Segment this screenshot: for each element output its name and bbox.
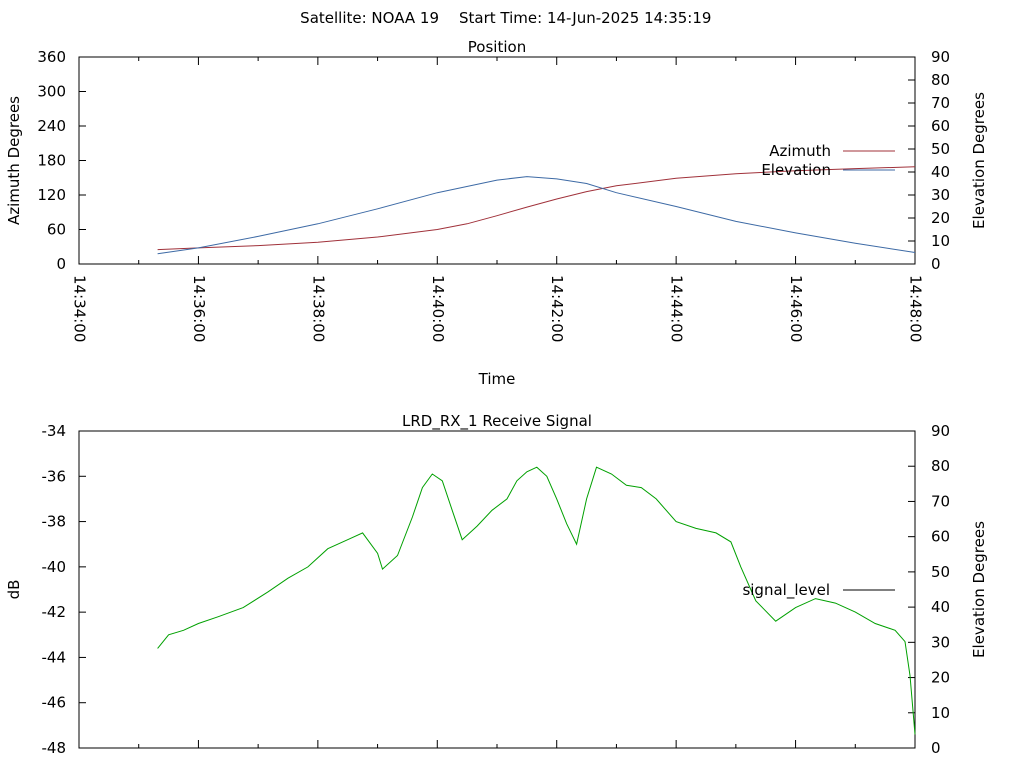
series-line-0	[157, 166, 916, 251]
series-line-1	[157, 176, 916, 255]
y-tick-label: -34	[42, 422, 67, 440]
x-tick-label: 14:48:00	[907, 275, 925, 342]
legend-label: Azimuth	[769, 142, 831, 160]
y-axis-label: Azimuth Degrees	[5, 96, 23, 225]
position-chart: Position 0 60 120 180 240 300 360 0 10 20 30 40 50 60 7…	[5, 38, 988, 388]
legend-label: Elevation	[761, 161, 831, 179]
y2-tick-label: 80	[931, 457, 950, 475]
y-tick-label: -48	[42, 739, 67, 757]
y2-tick-label: 70	[931, 94, 950, 112]
y2-tick-label: 50	[931, 140, 950, 158]
satellite-label: Satellite: NOAA 19	[300, 9, 439, 27]
y2-tick-label: 90	[931, 422, 950, 440]
y2-tick-label: 60	[931, 528, 950, 546]
signal-chart: LRD_RX_1 Receive Signal -48 -46 -44 -42 -40 -3…	[5, 412, 988, 757]
y-tick-label: 60	[47, 221, 66, 239]
y2-tick-label: 0	[931, 255, 941, 273]
y2-tick-label: 70	[931, 492, 950, 510]
chart-title: Position	[468, 38, 526, 56]
x-tick-label: 14:34:00	[71, 275, 89, 342]
y2-tick-label: 80	[931, 71, 950, 89]
y2-tick-label: 60	[931, 117, 950, 135]
y-tick-label: 360	[37, 48, 66, 66]
y2-tick-label: 90	[931, 48, 950, 66]
x-tick-label: 14:44:00	[668, 275, 686, 342]
y2-tick-label: 40	[931, 163, 950, 181]
y2-tick-label: 20	[931, 669, 950, 687]
y-axis-label: dB	[5, 580, 23, 600]
series-line-0	[157, 466, 916, 735]
y-tick-label: 300	[37, 83, 66, 101]
start-time-label: Start Time: 14-Jun-2025 14:35:19	[459, 9, 711, 27]
y-tick-label: -42	[42, 603, 67, 621]
y2-tick-label: 30	[931, 186, 950, 204]
y-tick-label: 180	[37, 152, 66, 170]
chart-title: LRD_RX_1 Receive Signal	[402, 412, 592, 431]
y2-tick-label: 40	[931, 598, 950, 616]
x-tick-label: 14:38:00	[309, 275, 327, 342]
x-tick-label: 14:42:00	[548, 275, 566, 342]
y2-tick-label: 10	[931, 232, 950, 250]
header: Satellite: NOAA 19 Start Time: 14-Jun-20…	[300, 9, 711, 27]
y-tick-label: 120	[37, 186, 66, 204]
y-tick-label: -40	[42, 558, 67, 576]
y2-tick-label: 10	[931, 704, 950, 722]
x-axis-label: Time	[478, 370, 516, 388]
y2-tick-label: 50	[931, 563, 950, 581]
y2-axis-label: Elevation Degrees	[970, 521, 988, 658]
y-tick-label: -38	[42, 513, 67, 531]
x-tick-label: 14:46:00	[787, 275, 805, 342]
y2-tick-label: 30	[931, 633, 950, 651]
y-tick-label: -36	[42, 467, 67, 485]
x-tick-label: 14:36:00	[190, 275, 208, 342]
y-tick-label: 0	[56, 255, 66, 273]
y2-axis-label: Elevation Degrees	[970, 92, 988, 229]
y-tick-label: 240	[37, 117, 66, 135]
y-tick-label: -44	[42, 648, 67, 666]
y2-tick-label: 20	[931, 209, 950, 227]
x-tick-label: 14:40:00	[429, 275, 447, 342]
legend-label: signal_level	[742, 581, 830, 600]
y2-tick-label: 0	[931, 739, 941, 757]
y-tick-label: -46	[42, 694, 67, 712]
